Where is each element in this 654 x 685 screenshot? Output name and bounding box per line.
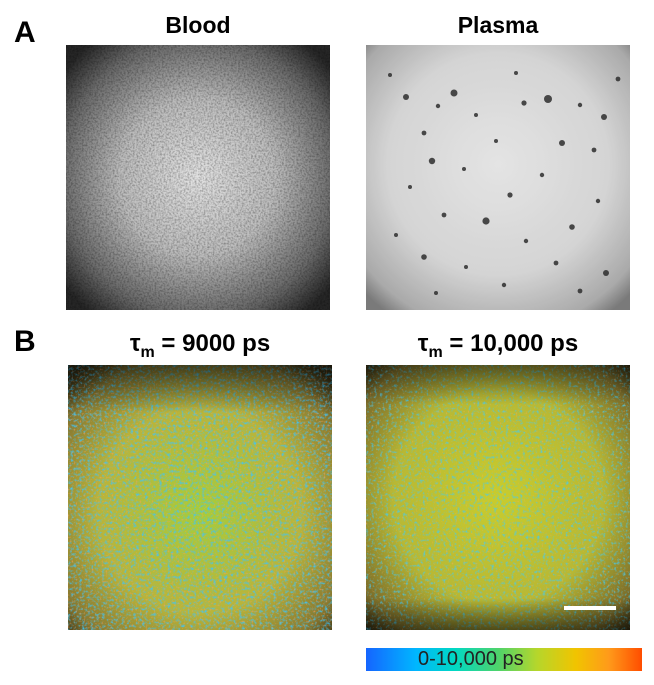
panel-label-a: A: [14, 16, 36, 49]
blood-flim-image: [68, 365, 332, 630]
tau-subscript: m: [428, 344, 443, 361]
panel-label-b: B: [14, 325, 36, 358]
blood-title: Blood: [165, 12, 231, 38]
lifetime-colorbar: [366, 648, 642, 671]
tau-symbol: τ: [417, 330, 429, 357]
blood-grayscale-image: [66, 45, 330, 310]
tau-value: = 9000 ps: [154, 330, 271, 357]
plasma-grayscale-image: [366, 45, 630, 310]
tau-subscript: m: [140, 344, 155, 361]
plasma-flim-image: [366, 365, 630, 630]
blood-lifetime-title: τm = 9000 ps: [68, 330, 332, 361]
plasma-lifetime-title: τm = 10,000 ps: [366, 330, 630, 361]
plasma-title: Plasma: [457, 12, 539, 38]
scale-bar: [564, 606, 616, 610]
tau-value: = 10,000 ps: [442, 330, 579, 357]
tau-symbol: τ: [129, 330, 141, 357]
colorbar-label: 0-10,000 ps: [418, 648, 524, 670]
